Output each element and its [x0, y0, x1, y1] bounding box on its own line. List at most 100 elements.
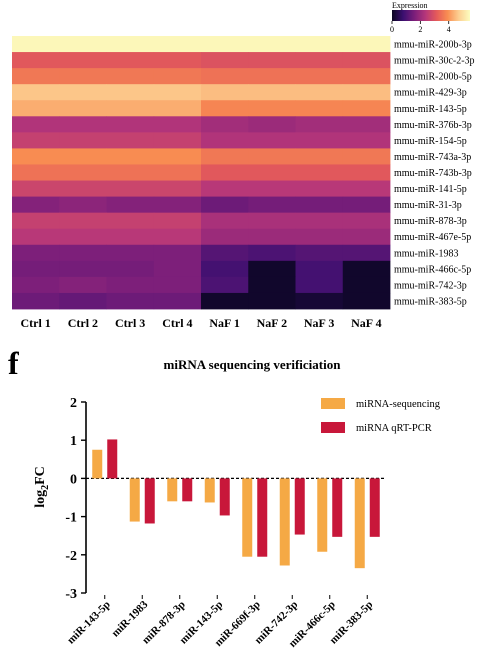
- heatmap-cell: [248, 84, 296, 101]
- heatmap-cell: [201, 100, 249, 117]
- heatmap-cell: [295, 116, 344, 133]
- heatmap-cell: [201, 212, 249, 230]
- heatmap-cell: [153, 228, 202, 246]
- heatmap-cell: [106, 36, 155, 53]
- heatmap-cell: [153, 244, 202, 262]
- heatmap-cell: [12, 148, 60, 165]
- heatmap-cell: [295, 180, 344, 197]
- heatmap-cell: [59, 132, 107, 149]
- heatmap-column-label: NaF 3: [304, 316, 335, 330]
- heatmap-cell: [201, 132, 249, 149]
- heatmap-color-legend: Expression 0 2 4: [390, 1, 470, 34]
- heatmap-cell: [12, 276, 60, 294]
- bar: [144, 478, 155, 524]
- heatmap-cell: [12, 52, 60, 69]
- heatmap-cell: [248, 292, 296, 310]
- heatmap-cell: [342, 164, 391, 181]
- heatmap-cell: [295, 84, 344, 101]
- heatmap-cell: [106, 68, 155, 85]
- heatmap-cell: [59, 100, 107, 117]
- heatmap-cell: [248, 196, 296, 214]
- heatmap-cell: [12, 116, 60, 133]
- heatmap-cell: [59, 196, 107, 214]
- heatmap-cell: [106, 116, 155, 133]
- heatmap-cell: [295, 52, 344, 69]
- y-tick-label: 2: [70, 396, 77, 411]
- heatmap-cell: [201, 148, 249, 165]
- bar-chart: f miRNA sequencing verificiation miRNA-s…: [8, 345, 441, 650]
- heatmap-cell: [106, 260, 155, 278]
- heatmap-cell: [342, 68, 391, 85]
- heatmap-cell: [59, 148, 107, 165]
- y-tick-label: -3: [65, 587, 77, 602]
- heatmap-cell: [201, 68, 249, 85]
- heatmap-row-label: mmu-miR-878-3p: [394, 216, 467, 227]
- heatmap-cell: [106, 164, 155, 181]
- bar: [107, 439, 118, 479]
- heatmap-cell: [59, 260, 107, 278]
- bar: [354, 478, 365, 569]
- heatmap-cell: [12, 212, 60, 230]
- heatmap-cell: [342, 228, 391, 246]
- heatmap-cell: [342, 116, 391, 133]
- heatmap-cell: [201, 244, 249, 262]
- bar: [219, 478, 230, 516]
- heatmap-column-label: Ctrl 3: [115, 316, 145, 330]
- heatmap-row-label: mmu-miR-154-5p: [394, 136, 467, 147]
- heatmap-cell: [106, 52, 155, 69]
- heatmap-cell: [201, 116, 249, 133]
- y-tick-label: 1: [70, 434, 77, 449]
- heatmap-cell: [106, 244, 155, 262]
- heatmap-cell: [12, 132, 60, 149]
- bar: [204, 478, 215, 503]
- heatmap-cell: [12, 244, 60, 262]
- heatmap-cell: [342, 36, 391, 53]
- heatmap-column-labels: Ctrl 1 Ctrl 2 Ctrl 3 Ctrl 4 NaF 1 NaF 2 NaF 3 N…: [20, 316, 381, 330]
- heatmap-cell: [59, 212, 107, 230]
- heatmap-cell: [153, 36, 202, 53]
- heatmap-cell: [342, 132, 391, 149]
- legend-label: miRNA qRT-PCR: [356, 423, 432, 434]
- heatmap-cells: [12, 36, 391, 310]
- heatmap-row-label: mmu-miR-143-5p: [394, 104, 467, 115]
- heatmap-cell: [59, 84, 107, 101]
- heatmap-cell: [153, 164, 202, 181]
- y-axis-label: log2FC: [33, 466, 51, 508]
- heatmap-cell: [295, 244, 344, 262]
- heatmap-row-label: mmu-miR-742-3p: [394, 280, 467, 291]
- heatmap-column-label: NaF 2: [257, 316, 288, 330]
- panel-label: f: [8, 345, 19, 381]
- y-tick-label: -2: [65, 549, 77, 564]
- heatmap-cell: [295, 212, 344, 230]
- heatmap-cell: [59, 276, 107, 294]
- y-axis-label-sub: 2: [40, 485, 51, 490]
- heatmap-cell: [106, 196, 155, 214]
- y-axis-label-rest: FC: [33, 466, 48, 485]
- heatmap-cell: [59, 180, 107, 197]
- heatmap-cell: [201, 164, 249, 181]
- heatmap-cell: [153, 180, 202, 197]
- heatmap-cell: [153, 148, 202, 165]
- heatmap-cell: [295, 164, 344, 181]
- heatmap-cell: [153, 212, 202, 230]
- heatmap-cell: [201, 276, 249, 294]
- heatmap-cell: [295, 228, 344, 246]
- heatmap-cell: [342, 260, 391, 278]
- heatmap-cell: [106, 276, 155, 294]
- heatmap-cell: [295, 68, 344, 85]
- heatmap-cell: [201, 260, 249, 278]
- heatmap-cell: [153, 196, 202, 214]
- heatmap-cell: [12, 164, 60, 181]
- heatmap-cell: [201, 180, 249, 197]
- heatmap-legend-title: Expression: [392, 1, 428, 10]
- heatmap-row-label: mmu-miR-376b-3p: [394, 120, 472, 131]
- bar-panel: f miRNA sequencing verificiation miRNA-s…: [0, 340, 478, 659]
- heatmap-cell: [295, 148, 344, 165]
- bar-chart-title: miRNA sequencing verificiation: [164, 357, 342, 372]
- y-axis-label-base: log: [33, 490, 48, 508]
- heatmap-cell: [12, 180, 60, 197]
- heatmap-cell: [59, 68, 107, 85]
- heatmap-cell: [153, 100, 202, 117]
- heatmap-cell: [248, 276, 296, 294]
- heatmap-cell: [106, 100, 155, 117]
